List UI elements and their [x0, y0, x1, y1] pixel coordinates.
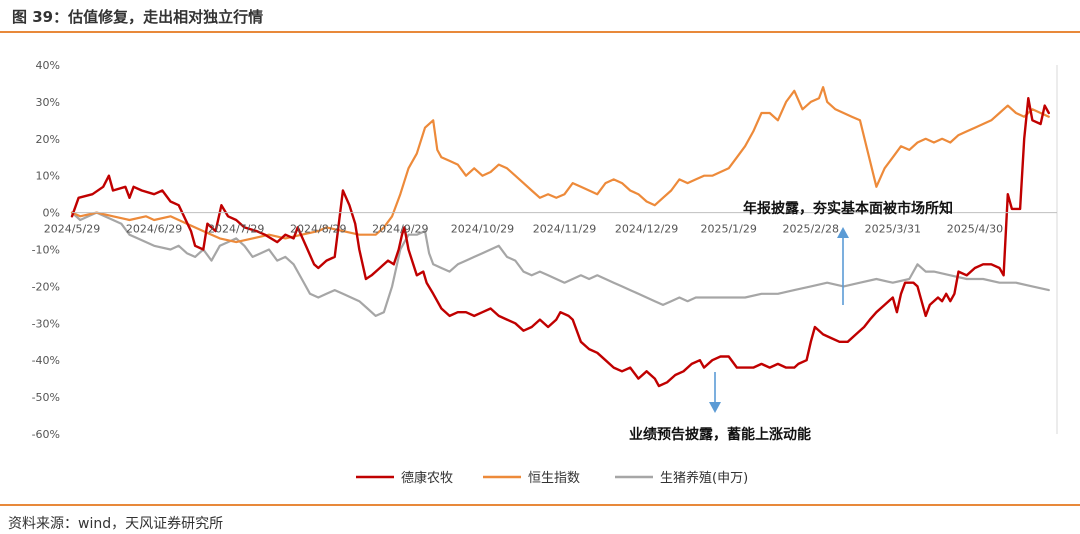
chart-title: 图 39：估值修复，走出相对独立行情 [12, 8, 264, 26]
series-layer [70, 86, 1050, 388]
x-tick-label: 2024/6/29 [126, 223, 182, 236]
source-note: 资料来源：wind，天风证券研究所 [8, 516, 224, 532]
y-tick-label: 0% [43, 207, 60, 220]
y-tick-label: -10% [32, 244, 60, 257]
x-tick-label: 2025/2/28 [783, 223, 839, 236]
annotation-text-lower: 业绩预告披露，蓄能上涨动能 [629, 426, 811, 443]
y-tick-label: 20% [36, 133, 60, 146]
x-tick-label: 2024/11/29 [533, 223, 596, 236]
y-tick-label: 40% [36, 59, 60, 72]
series-line-2 [70, 86, 1050, 244]
top-divider [0, 31, 1080, 33]
annotation-text-upper: 年报披露，夯实基本面被市场所知 [743, 200, 953, 217]
legend-label-1: 德康农牧 [401, 470, 453, 486]
x-tick-label: 2024/9/29 [372, 223, 428, 236]
legend: 德康农牧 恒生指数 生猪养殖(申万) [356, 470, 748, 486]
x-tick-label: 2024/7/29 [208, 223, 264, 236]
y-tick-label: -60% [32, 428, 60, 441]
y-tick-label: -40% [32, 354, 60, 367]
y-axis: 40% 30% 20% 10% 0% -10% -20% -30% -40% -50% -60% [32, 59, 60, 441]
y-tick-label: -20% [32, 280, 60, 293]
y-tick-label: -50% [32, 391, 60, 404]
x-tick-label: 2025/3/31 [865, 223, 921, 236]
x-tick-label: 2024/10/29 [451, 223, 514, 236]
x-tick-label: 2024/12/29 [615, 223, 678, 236]
x-tick-label: 2025/4/30 [947, 223, 1003, 236]
annotation-arrowhead-upper [837, 227, 849, 238]
y-tick-label: -30% [32, 317, 60, 330]
x-tick-label: 2024/5/29 [44, 223, 100, 236]
y-tick-label: 10% [36, 170, 60, 183]
annotation-arrowhead-lower [709, 402, 721, 413]
x-tick-label: 2025/1/29 [700, 223, 756, 236]
x-axis: 2024/5/29 2024/6/29 2024/7/29 2024/8/29 2024… [44, 223, 1003, 236]
y-tick-label: 30% [36, 96, 60, 109]
bottom-divider [0, 504, 1080, 506]
x-tick-label: 2024/8/29 [290, 223, 346, 236]
legend-label-3: 生猪养殖(申万) [660, 470, 748, 486]
series-line-1 [70, 97, 1050, 388]
legend-label-2: 恒生指数 [528, 471, 580, 486]
